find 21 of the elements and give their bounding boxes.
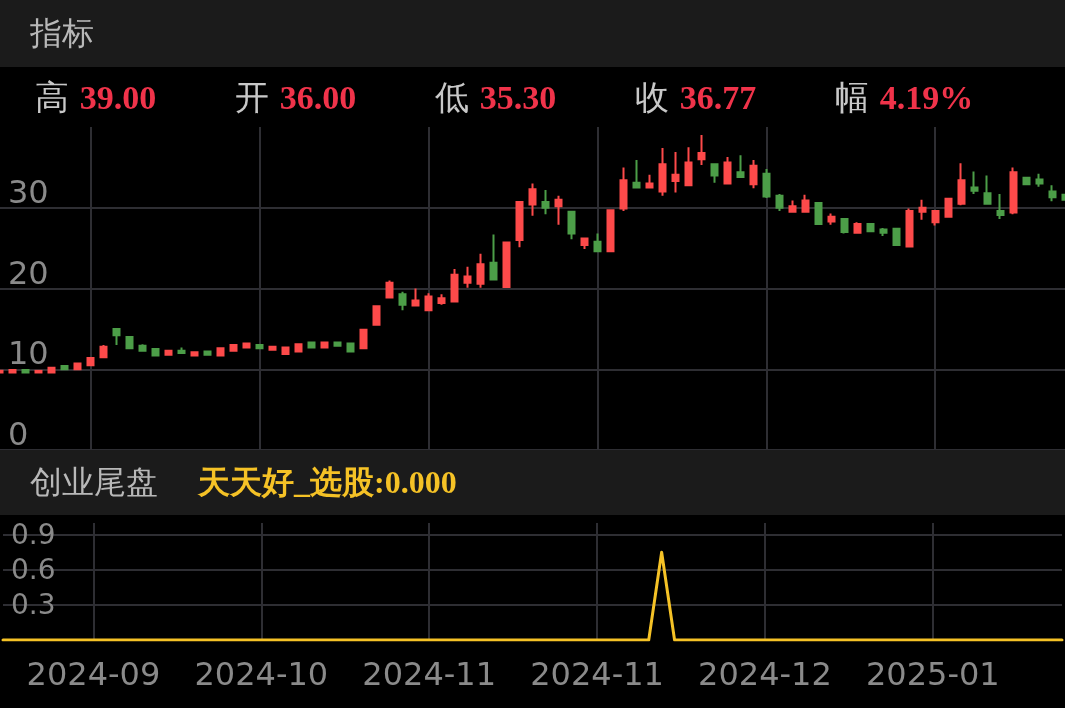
y-tick-label: 0: [8, 415, 29, 453]
x-tick-label: 2024-12: [698, 655, 832, 693]
x-tick-label: 2025-01: [866, 655, 1000, 693]
text: 天天好_选股:0.000: [198, 462, 457, 502]
text: 收 36.77: [635, 77, 757, 117]
x-tick-label: 2024-11: [530, 655, 664, 693]
text: 低 35.30: [435, 77, 557, 117]
y-tick-label: 0.9: [11, 518, 56, 552]
y-tick-label: 0.3: [11, 588, 56, 622]
text: 高 39.00: [35, 77, 157, 117]
y-tick-label: 30: [8, 172, 49, 211]
text: 开 36.00: [235, 77, 357, 117]
chart-title: 创业尾盘: [30, 461, 158, 503]
chart-title: 指标: [30, 12, 94, 54]
x-tick-label: 2024-09: [26, 655, 161, 693]
x-tick-label: 2024-10: [194, 655, 329, 693]
x-tick-label: 2024-11: [362, 655, 497, 693]
y-tick-label: 10: [8, 334, 49, 373]
y-tick-label: 20: [8, 253, 49, 292]
text: 幅 4.19%: [835, 77, 974, 117]
y-tick-label: 0.6: [11, 553, 56, 587]
